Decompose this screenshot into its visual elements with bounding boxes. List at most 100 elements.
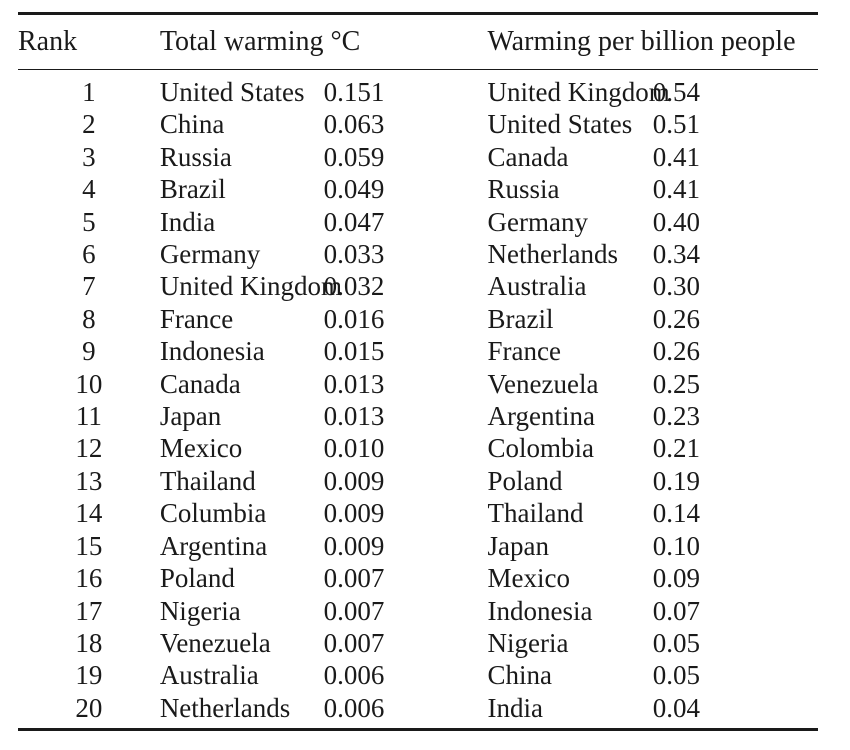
- per-billion-country-cell: France: [487, 336, 561, 367]
- rank-cell: 8: [82, 303, 96, 334]
- per-billion-country-cell: Mexico: [487, 563, 570, 594]
- per-billion-value-cell: 0.10: [652, 530, 700, 561]
- rank-cell: 17: [75, 595, 103, 626]
- total-warming-value-cell: 0.016: [323, 303, 385, 334]
- per-billion-value-cell: 0.54: [652, 77, 700, 107]
- table-row: 8 France 0.016 Brazil 0.26: [18, 303, 818, 335]
- per-billion-country-cell: Germany: [487, 206, 588, 237]
- total-warming-country-cell: India: [159, 206, 216, 237]
- total-warming-country-cell: Australia: [159, 660, 259, 691]
- total-warming-country-cell: United States: [159, 77, 305, 107]
- total-warming-value-cell: 0.151: [323, 77, 385, 107]
- per-billion-value-cell: 0.05: [652, 660, 700, 691]
- per-billion-value-cell: 0.05: [652, 627, 700, 658]
- total-warming-country-cell: Venezuela: [159, 627, 271, 658]
- total-warming-country-cell: United Kingdom: [159, 271, 343, 302]
- table-row: 15 Argentina 0.009 Japan 0.10: [18, 530, 818, 562]
- rank-cell: 11: [75, 401, 102, 432]
- table-row: 19 Australia 0.006 China 0.05: [18, 659, 818, 691]
- total-warming-value-cell: 0.063: [323, 109, 385, 140]
- total-warming-country-cell: Nigeria: [159, 595, 241, 626]
- rank-cell: 13: [75, 465, 103, 496]
- header-row: Rank Total warming °C Warming per billio…: [18, 15, 818, 70]
- per-billion-value-cell: 0.26: [652, 336, 700, 367]
- table-body: 1 United States 0.151 United Kingdom 0.54 2 Ch…: [18, 70, 818, 728]
- rank-cell: 20: [75, 692, 103, 723]
- per-billion-country-cell: Russia: [487, 174, 560, 205]
- bottom-rule: [18, 728, 818, 732]
- per-billion-country-cell: Colombia: [487, 433, 595, 464]
- total-warming-value-cell: 0.059: [323, 141, 385, 172]
- table-row: 3 Russia 0.059 Canada 0.41: [18, 141, 818, 173]
- rank-cell: 5: [82, 206, 96, 237]
- rank-cell: 6: [82, 239, 96, 270]
- header-rank: Rank: [18, 26, 78, 57]
- per-billion-country-cell: Indonesia: [487, 595, 593, 626]
- total-warming-country-cell: China: [159, 109, 225, 140]
- per-billion-value-cell: 0.04: [652, 692, 700, 723]
- total-warming-country-cell: Thailand: [159, 465, 256, 496]
- per-billion-country-cell: Japan: [487, 530, 549, 561]
- ranking-table: Rank Total warming °C Warming per billio…: [18, 15, 818, 728]
- header-rule: [18, 69, 818, 70]
- total-warming-country-cell: Indonesia: [159, 336, 265, 367]
- total-warming-country-cell: Germany: [159, 239, 261, 270]
- table-row: 4 Brazil 0.049 Russia 0.41: [18, 173, 818, 205]
- per-billion-country-cell: Australia: [487, 271, 587, 302]
- table-row: 6 Germany 0.033 Netherlands 0.34: [18, 238, 818, 270]
- table-row: 1 United States 0.151 United Kingdom 0.54: [18, 70, 818, 108]
- per-billion-value-cell: 0.25: [652, 368, 700, 399]
- rank-cell: 7: [82, 271, 96, 302]
- total-warming-country-cell: Brazil: [159, 174, 226, 205]
- per-billion-value-cell: 0.40: [652, 206, 700, 237]
- header-rule-row: [18, 69, 818, 70]
- total-warming-value-cell: 0.013: [323, 368, 385, 399]
- table-row: 2 China 0.063 United States 0.51: [18, 108, 818, 140]
- per-billion-value-cell: 0.07: [652, 595, 700, 626]
- total-warming-value-cell: 0.032: [323, 271, 385, 302]
- table-row: 13 Thailand 0.009 Poland 0.19: [18, 465, 818, 497]
- total-warming-value-cell: 0.006: [323, 660, 385, 691]
- total-warming-value-cell: 0.049: [323, 174, 385, 205]
- total-warming-country-cell: Japan: [159, 401, 222, 432]
- total-warming-value-cell: 0.007: [323, 563, 385, 594]
- table-row: 9 Indonesia 0.015 France 0.26: [18, 335, 818, 367]
- rank-cell: 3: [82, 141, 96, 172]
- table-row: 12 Mexico 0.010 Colombia 0.21: [18, 432, 818, 464]
- per-billion-country-cell: United Kingdom: [487, 77, 670, 107]
- total-warming-country-cell: Poland: [159, 563, 235, 594]
- total-warming-value-cell: 0.047: [323, 206, 385, 237]
- rank-cell: 10: [75, 368, 103, 399]
- total-warming-country-cell: Netherlands: [159, 692, 291, 723]
- total-warming-value-cell: 0.013: [323, 401, 385, 432]
- per-billion-value-cell: 0.30: [652, 271, 700, 302]
- table-row: 7 United Kingdom 0.032 Australia 0.30: [18, 270, 818, 302]
- rank-cell: 1: [82, 77, 96, 107]
- header-warming-per-billion: Warming per billion people: [487, 26, 796, 57]
- per-billion-value-cell: 0.09: [652, 563, 700, 594]
- table-row: 18 Venezuela 0.007 Nigeria 0.05: [18, 627, 818, 659]
- rank-cell: 15: [75, 530, 103, 561]
- table-row: 10 Canada 0.013 Venezuela 0.25: [18, 368, 818, 400]
- per-billion-value-cell: 0.41: [652, 174, 700, 205]
- rank-cell: 18: [75, 627, 103, 658]
- per-billion-country-cell: United States: [487, 109, 633, 140]
- per-billion-value-cell: 0.26: [652, 303, 700, 334]
- rank-cell: 14: [75, 498, 103, 529]
- per-billion-value-cell: 0.41: [652, 141, 700, 172]
- table-row: 14 Columbia 0.009 Thailand 0.14: [18, 497, 818, 529]
- per-billion-country-cell: Brazil: [487, 303, 554, 334]
- total-warming-value-cell: 0.015: [323, 336, 385, 367]
- header-total-warming: Total warming °C: [159, 26, 361, 57]
- total-warming-value-cell: 0.007: [323, 627, 385, 658]
- per-billion-value-cell: 0.19: [652, 465, 700, 496]
- rank-cell: 19: [75, 660, 103, 691]
- total-warming-country-cell: Canada: [159, 368, 241, 399]
- rank-cell: 16: [75, 563, 103, 594]
- total-warming-value-cell: 0.033: [323, 239, 385, 270]
- per-billion-country-cell: India: [487, 692, 543, 723]
- total-warming-country-cell: Argentina: [159, 530, 268, 561]
- total-warming-value-cell: 0.009: [323, 465, 385, 496]
- table-row: 20 Netherlands 0.006 India 0.04: [18, 692, 818, 728]
- table-row: 16 Poland 0.007 Mexico 0.09: [18, 562, 818, 594]
